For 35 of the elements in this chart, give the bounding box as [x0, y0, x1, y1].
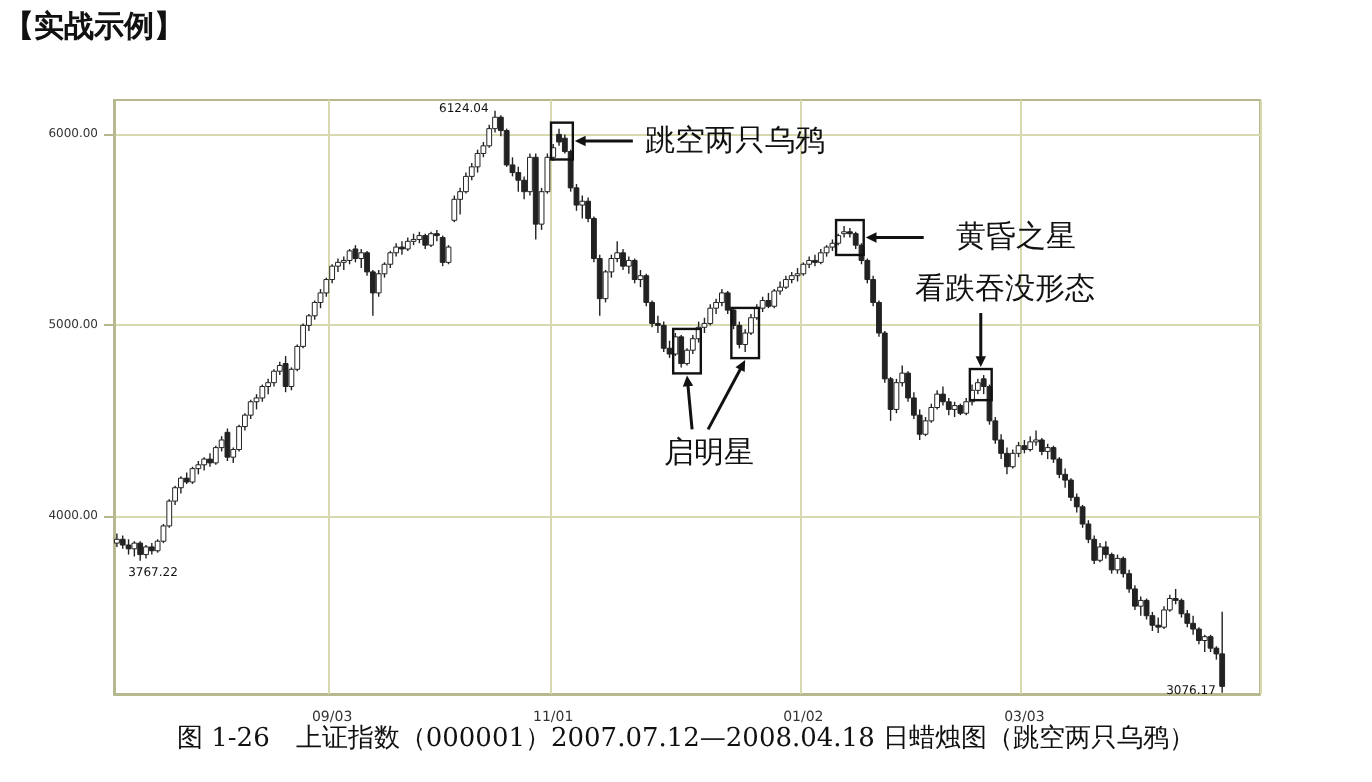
caption: 图 1-26 上证指数（000001）2007.07.12—2008.04.18 日蜡烛图（跳空两只乌鸦） — [175, 723, 1197, 756]
candlestick — [358, 248, 365, 269]
candlestick — [707, 303, 714, 327]
candlestick — [1114, 553, 1121, 575]
candlestick — [439, 234, 446, 267]
candlestick — [137, 540, 144, 562]
candlestick — [1190, 614, 1196, 636]
candlestick — [771, 288, 778, 309]
chart-title: 【实战示例】 — [4, 8, 184, 46]
annotation: 启明星 — [664, 433, 755, 472]
candlestick — [620, 248, 626, 271]
candlestick — [1219, 611, 1226, 694]
candlestick — [1178, 597, 1185, 619]
candlestick — [445, 244, 452, 265]
candlestick — [282, 355, 289, 393]
candlestick — [940, 385, 946, 407]
candlestick — [841, 225, 847, 239]
candlestick — [451, 194, 458, 223]
candlestick — [631, 257, 638, 285]
candlestick — [678, 334, 685, 369]
annotation: 黄昏之星 — [955, 217, 1076, 256]
annotation: 看跌吞没形态 — [914, 269, 1095, 308]
candlestick — [1009, 448, 1016, 470]
candlestick — [812, 254, 818, 267]
candlestick — [1155, 616, 1162, 634]
candlestick — [1033, 429, 1039, 447]
candlestick — [1097, 542, 1103, 563]
candlestick — [579, 194, 586, 220]
candlestick — [375, 269, 382, 298]
annotation: 跳空两只乌鸦 — [644, 121, 825, 160]
candlestick — [399, 240, 405, 256]
candlestick — [224, 427, 231, 462]
candlestick — [660, 320, 667, 353]
candlestick — [1137, 595, 1144, 617]
candlestick — [474, 148, 481, 174]
